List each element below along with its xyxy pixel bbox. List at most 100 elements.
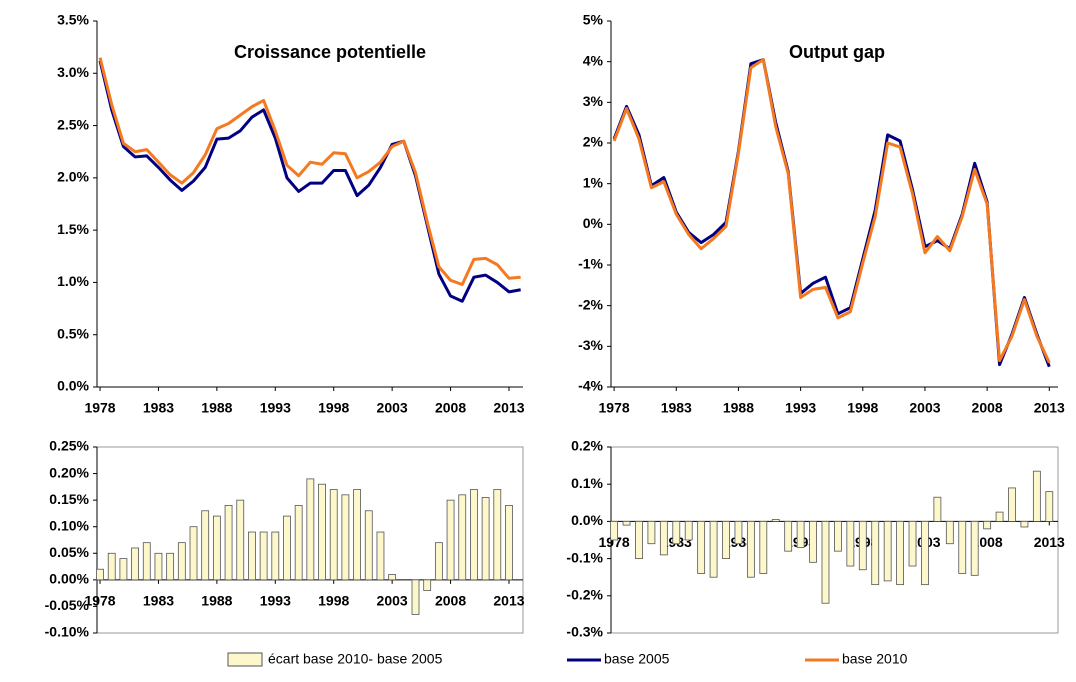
bar — [771, 519, 780, 522]
y-tick-label: -0.05% — [45, 597, 90, 613]
bar — [1032, 470, 1041, 522]
bar — [131, 547, 139, 581]
bar — [709, 521, 718, 578]
y-tick-label: 0.05% — [49, 544, 89, 560]
x-tick-label: 1988 — [201, 593, 232, 609]
x-tick-label: 1978 — [599, 400, 630, 416]
bar — [189, 526, 198, 581]
bar — [995, 511, 1004, 522]
bar — [970, 521, 979, 576]
bar — [1008, 487, 1016, 522]
bar — [834, 521, 842, 552]
bar — [821, 521, 830, 604]
y-tick-label: 0.20% — [49, 464, 89, 480]
x-tick-label: 2003 — [377, 593, 408, 609]
bar — [933, 496, 942, 522]
y-tick-label: 2.0% — [57, 169, 89, 185]
line — [98, 57, 521, 287]
bar — [177, 542, 186, 581]
x-tick-label: 2003 — [377, 400, 408, 416]
bar — [458, 494, 467, 581]
line — [612, 58, 1051, 368]
bar — [107, 552, 116, 581]
bar — [672, 521, 681, 545]
y-tick-label: -0.1% — [566, 549, 603, 565]
bar — [622, 521, 631, 526]
x-tick-label: 1998 — [318, 593, 349, 609]
bar — [722, 521, 730, 560]
bar — [96, 568, 104, 581]
bar — [871, 521, 880, 586]
y-tick-label: -1% — [578, 256, 603, 272]
x-tick-label: 1978 — [84, 593, 115, 609]
bar — [119, 558, 128, 581]
bar — [659, 521, 668, 556]
x-tick-label: 1993 — [260, 593, 291, 609]
x-tick-label: 1998 — [847, 400, 878, 416]
bar — [411, 579, 420, 615]
y-tick-label: 0.25% — [49, 438, 89, 454]
x-tick-label: 2013 — [493, 400, 524, 416]
bar — [259, 531, 268, 581]
bar — [610, 521, 619, 541]
x-tick-label: 1993 — [260, 400, 291, 416]
bar — [796, 521, 805, 548]
bar — [154, 552, 163, 581]
bar — [329, 489, 338, 581]
x-tick-label: 1983 — [661, 400, 692, 416]
bar — [505, 505, 513, 581]
chart-title: Croissance potentielle — [234, 42, 426, 62]
legend-label: base 2005 — [604, 651, 670, 667]
chart-title: Output gap — [789, 42, 885, 62]
bar — [306, 478, 315, 581]
bar — [635, 521, 643, 560]
y-tick-label: -2% — [578, 296, 603, 312]
x-tick-label: 1993 — [785, 400, 816, 416]
x-tick-label: 2008 — [435, 400, 466, 416]
bar — [1020, 521, 1029, 528]
y-tick-label: 4% — [583, 52, 604, 68]
y-tick-label: 0.10% — [49, 517, 89, 533]
bar — [224, 505, 233, 581]
x-tick-label: 1988 — [723, 400, 754, 416]
legend-swatch — [227, 652, 263, 667]
y-tick-label: 3% — [583, 93, 604, 109]
bar — [201, 510, 210, 581]
bar — [746, 521, 755, 578]
bar — [271, 531, 280, 581]
bar — [481, 497, 490, 581]
bar — [784, 521, 793, 552]
bar — [858, 521, 867, 571]
bar — [446, 499, 455, 581]
x-tick-label: 1978 — [84, 400, 115, 416]
bar — [283, 515, 291, 581]
y-tick-label: 1.5% — [57, 221, 89, 237]
bar — [945, 521, 954, 545]
y-tick-label: 0.0% — [57, 378, 89, 394]
y-tick-label: 1% — [583, 174, 604, 190]
y-tick-label: 0.2% — [571, 438, 603, 454]
y-tick-label: 2% — [583, 134, 604, 150]
y-tick-label: 0.0% — [571, 512, 603, 528]
bar — [376, 531, 385, 581]
x-tick-label: 2008 — [972, 400, 1003, 416]
bar — [958, 521, 967, 574]
bar — [1045, 491, 1054, 522]
bar — [697, 521, 706, 574]
x-tick-label: 1998 — [318, 400, 349, 416]
bar — [166, 552, 175, 581]
x-tick-label: 1988 — [201, 400, 232, 416]
y-tick-label: 0.1% — [571, 475, 603, 491]
bar — [809, 521, 817, 563]
bar — [896, 521, 904, 586]
y-tick-label: -0.3% — [566, 624, 603, 640]
y-tick-label: 3.0% — [57, 64, 89, 80]
legend-label: base 2010 — [842, 651, 908, 667]
y-tick-label: 3.5% — [57, 12, 89, 28]
y-tick-label: -4% — [578, 378, 603, 394]
x-tick-label: 2013 — [493, 593, 524, 609]
y-tick-label: 5% — [583, 12, 604, 28]
bar — [248, 531, 256, 581]
bar — [883, 521, 892, 582]
